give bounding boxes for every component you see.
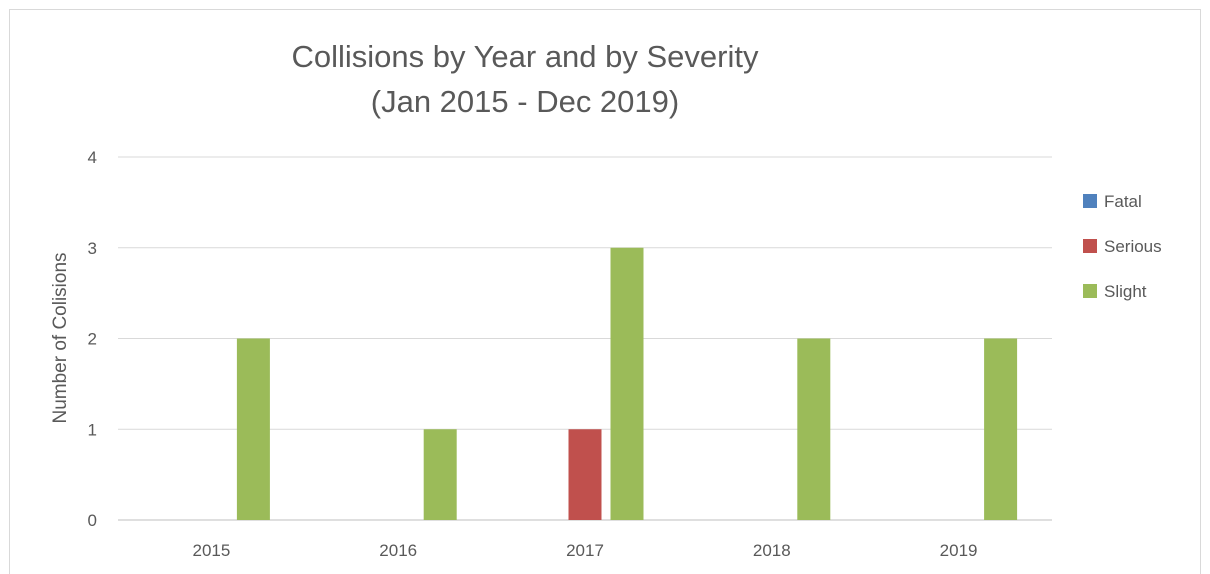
bar-slight-2018 <box>797 338 831 520</box>
bars <box>236 247 1018 520</box>
legend-label-slight: Slight <box>1104 282 1147 301</box>
x-tick-label: 2016 <box>379 541 417 560</box>
x-tick-labels: 2015 2016 2017 2018 2019 <box>192 541 977 560</box>
legend-swatch-slight <box>1083 284 1097 298</box>
y-tick-label: 0 <box>88 511 97 530</box>
y-tick-label: 2 <box>88 330 97 349</box>
chart-frame <box>9 9 1201 574</box>
x-tick-label: 2017 <box>566 541 604 560</box>
legend: Fatal Serious Slight <box>1083 192 1162 301</box>
bar-slight-2016 <box>423 429 457 520</box>
legend-swatch-serious <box>1083 239 1097 253</box>
x-tick-label: 2019 <box>940 541 978 560</box>
y-tick-label: 1 <box>88 420 97 439</box>
y-axis-label: Number of Colisions <box>50 252 71 423</box>
x-tick-label: 2018 <box>753 541 791 560</box>
chart-title: Collisions by Year and by Severity <box>292 39 759 74</box>
bar-slight-2017 <box>610 247 644 520</box>
legend-label-fatal: Fatal <box>1104 192 1142 211</box>
legend-swatch-fatal <box>1083 194 1097 208</box>
y-tick-label: 4 <box>88 148 97 167</box>
legend-label-serious: Serious <box>1104 237 1162 256</box>
x-tick-label: 2015 <box>192 541 230 560</box>
bar-serious-2017 <box>568 429 602 520</box>
bar-slight-2019 <box>984 338 1018 520</box>
y-tick-labels: 0 1 2 3 4 <box>88 148 97 530</box>
bar-slight-2015 <box>236 338 270 520</box>
chart-subtitle: (Jan 2015 - Dec 2019) <box>371 84 679 119</box>
y-tick-label: 3 <box>88 239 97 258</box>
